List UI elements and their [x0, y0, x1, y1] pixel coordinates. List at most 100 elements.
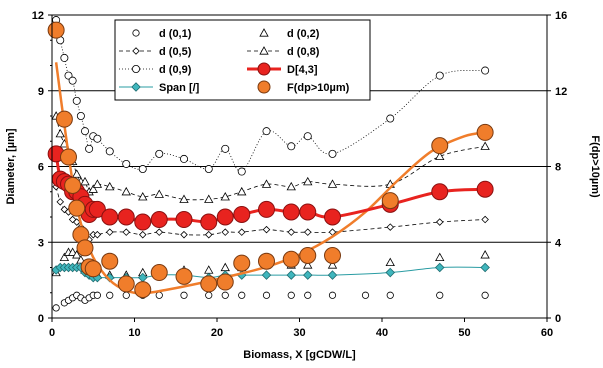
- data-point-d-4-3: [476, 180, 494, 198]
- legend-box: [114, 19, 371, 101]
- y2-tick-label: 4: [555, 237, 562, 249]
- data-point-f-dp-10-m: [47, 21, 65, 39]
- data-point-d-4-3: [431, 183, 449, 201]
- data-point-d-0-1: [122, 291, 130, 299]
- data-point-d-0-1: [361, 291, 370, 299]
- y-tick-label: 0: [38, 313, 44, 325]
- data-point-d-0-2: [327, 260, 338, 269]
- data-point-d-4-3: [324, 208, 341, 226]
- legend-label: Span [/]: [159, 82, 200, 94]
- data-point-d-0-2: [385, 257, 395, 267]
- legend-item-d-0-8: d (0,8): [247, 46, 320, 58]
- data-point-d-0-8: [179, 194, 189, 203]
- data-point-d-4-3: [175, 211, 193, 229]
- data-point-d-0-9: [328, 149, 337, 158]
- data-point-d-0-9: [179, 154, 188, 163]
- data-point-d-0-5: [237, 228, 246, 236]
- data-point-d-0-9: [221, 144, 230, 153]
- data-point-d-0-1: [205, 291, 213, 299]
- y2-axis-label: F(dp>10µm): [589, 135, 601, 198]
- data-point-f-dp-10-m: [476, 123, 494, 141]
- data-point-d-0-9: [81, 127, 90, 136]
- legend-item-span: Span [/]: [119, 82, 200, 94]
- data-point-d-0-8: [92, 179, 103, 188]
- data-point-d-0-5: [221, 228, 230, 236]
- data-point-d-0-1: [180, 291, 188, 299]
- data-point-f-dp-10-m: [134, 281, 152, 299]
- data-point-d-0-5: [56, 198, 65, 206]
- data-point-d-0-8: [105, 181, 115, 191]
- data-point-d-0-8: [138, 191, 148, 201]
- data-point-d-0-8: [303, 176, 313, 186]
- data-point-d-0-9: [386, 114, 395, 123]
- y-tick-label: 3: [38, 237, 44, 249]
- data-point-d-0-2: [435, 252, 445, 262]
- data-point-d-0-8: [154, 189, 164, 198]
- legend-item-d-0-5: d (0,5): [119, 46, 192, 58]
- data-point-d-4-3: [117, 208, 135, 226]
- data-point-f-dp-10-m: [216, 273, 234, 291]
- data-point-d-4-3: [216, 208, 234, 226]
- data-point-d-0-9: [93, 134, 102, 143]
- data-point-f-dp-10-m: [175, 267, 193, 285]
- data-point-d-0-2: [303, 260, 313, 269]
- data-point-f-dp-10-m: [324, 247, 341, 265]
- data-point-d-0-5: [204, 230, 213, 239]
- x-tick-label: 0: [49, 327, 55, 339]
- data-point-d-0-1: [238, 291, 246, 299]
- data-point-d-0-8: [220, 191, 230, 201]
- data-point-d-0-9: [287, 142, 296, 151]
- data-point-f-dp-10-m: [64, 176, 82, 194]
- data-point-d-0-2: [204, 265, 214, 274]
- data-point-d-0-9: [122, 159, 131, 168]
- data-point-span: [327, 270, 338, 280]
- data-point-d-0-8: [72, 169, 82, 178]
- data-point-f-dp-10-m: [381, 192, 399, 210]
- data-point-f-dp-10-m: [84, 260, 102, 278]
- legend-item-d-0-2: d (0,2): [259, 28, 320, 40]
- data-point-d-0-8: [121, 186, 131, 196]
- data-point-d-0-8: [204, 194, 214, 203]
- data-point-f-dp-10-m: [200, 275, 218, 293]
- data-point-d-0-9: [237, 167, 246, 176]
- data-point-d-0-2: [67, 247, 78, 256]
- y-axis-label: Diameter, [µm]: [5, 128, 17, 204]
- data-point-span: [385, 267, 396, 278]
- data-point-span: [302, 270, 313, 280]
- y2-tick-label: 0: [555, 313, 561, 325]
- data-point-f-dp-10-m: [150, 264, 168, 282]
- data-point-d-4-3: [200, 213, 218, 231]
- data-point-d-0-5: [155, 228, 164, 236]
- data-point-d-0-5: [435, 218, 444, 226]
- legend-marker: [257, 62, 271, 76]
- data-point-d-0-5: [262, 225, 271, 234]
- data-point-d-0-9: [435, 71, 444, 80]
- data-point-d-0-1: [155, 291, 163, 299]
- legend-marker: [259, 46, 269, 55]
- data-point-d-0-5: [287, 228, 296, 236]
- legend-label: d (0,1): [159, 28, 192, 40]
- data-point-d-0-8: [480, 141, 490, 150]
- legend-item-d-4-3: D[4,3]: [247, 62, 318, 76]
- data-point-d-4-3: [88, 200, 106, 218]
- data-point-d-4-3: [258, 200, 275, 218]
- data-point-f-dp-10-m: [76, 239, 94, 257]
- legend-label: d (0,2): [287, 28, 320, 40]
- data-point-d-0-9: [303, 132, 312, 141]
- data-point-d-4-3: [134, 213, 152, 231]
- data-point-d-0-1: [436, 291, 444, 299]
- x-tick-label: 10: [128, 327, 140, 339]
- data-point-d-0-8: [261, 179, 272, 188]
- data-point-f-dp-10-m: [431, 137, 449, 155]
- data-point-d-0-9: [76, 112, 85, 121]
- data-point-span: [286, 270, 297, 280]
- data-point-d-0-2: [480, 250, 490, 259]
- legend-marker: [131, 65, 140, 74]
- data-point-d-0-8: [88, 184, 98, 193]
- y2-tick-label: 16: [555, 10, 567, 22]
- data-point-d-0-2: [72, 250, 82, 259]
- data-point-d-0-1: [221, 291, 229, 299]
- y-tick-label: 6: [38, 162, 44, 174]
